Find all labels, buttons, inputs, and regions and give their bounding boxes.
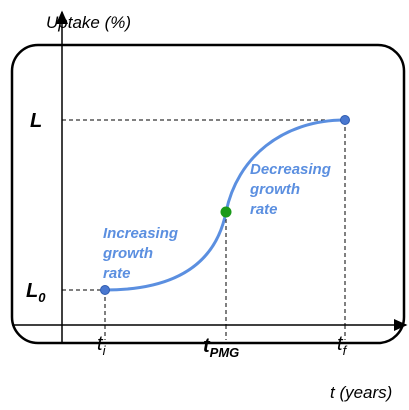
- inflection-point: [220, 206, 232, 218]
- growth-curve: [104, 118, 346, 292]
- level-main: L: [26, 280, 38, 302]
- end-point: [340, 115, 350, 125]
- time-main: t: [97, 333, 104, 355]
- start-point: [100, 285, 110, 295]
- time-main: t: [337, 333, 344, 355]
- annotation-line: rate: [103, 265, 131, 282]
- level-main: L: [30, 110, 42, 132]
- level-label: L: [30, 110, 42, 132]
- time-sub: PMG: [210, 345, 240, 360]
- time-main: t: [203, 335, 211, 357]
- x-axis-label: t (years): [330, 383, 392, 402]
- y-axis-label: Uptake (%): [46, 13, 131, 32]
- annotation-line: growth: [249, 181, 300, 198]
- level-label: L0: [26, 280, 46, 305]
- annotation-line: growth: [102, 245, 153, 262]
- time-sub: i: [103, 343, 107, 358]
- frame: [10, 43, 406, 345]
- time-label: tf: [337, 333, 348, 358]
- time-label: tPMG: [203, 335, 239, 360]
- annotation-line: Decreasing: [250, 161, 331, 178]
- time-label: ti: [97, 333, 107, 358]
- annotation-line: Increasing: [103, 225, 178, 242]
- level-sub: 0: [38, 290, 46, 305]
- time-sub: f: [343, 343, 348, 358]
- annotation-line: rate: [250, 201, 278, 218]
